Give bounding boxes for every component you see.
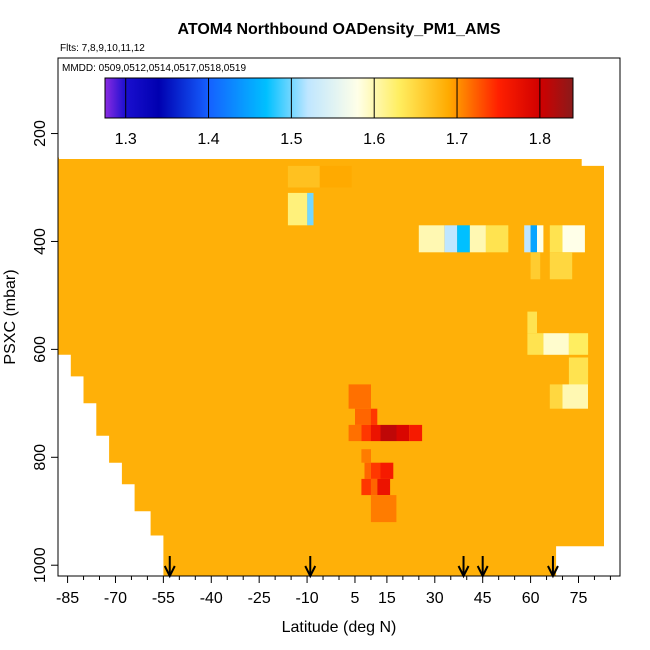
heatmap-cell: [370, 408, 378, 425]
heatmap-cell: [543, 333, 569, 355]
heatmap-cell: [361, 478, 371, 496]
heatmap-cell: [307, 192, 314, 226]
heatmap-cell: [568, 357, 589, 385]
x-tick-label: 60: [522, 590, 540, 607]
colorbar-tick-label: 1.8: [529, 131, 551, 148]
chart-title: ATOM4 Northbound OADensity_PM1_AMS: [178, 21, 501, 38]
heatmap-cell: [562, 225, 585, 253]
x-tick-label: -10: [296, 590, 319, 607]
x-axis-label: Latitude (deg N): [282, 619, 397, 636]
heatmap-cell: [562, 384, 588, 409]
heatmap-cell: [377, 478, 391, 496]
y-tick-label: 800: [32, 444, 49, 471]
heatmap-cell: [348, 424, 362, 442]
colorbar-ticks: 1.3 1.4 1.5 1.6 1.7 1.8: [115, 78, 551, 148]
colorbar-tick-label: 1.7: [446, 131, 468, 148]
heatmap-cell: [348, 384, 371, 409]
heatmap-cell: [418, 225, 445, 253]
colorbar-ramp: [104, 77, 574, 119]
heatmap-cell: [530, 225, 537, 253]
heatmap-cell: [355, 408, 371, 425]
heatmap-cell: [485, 225, 509, 253]
heatmap-cell: [364, 462, 371, 479]
x-tick-label: 15: [378, 590, 396, 607]
heatmap-cell: [537, 225, 544, 253]
flights-label: Flts: 7,8,9,10,11,12: [60, 43, 145, 54]
heatmap-cell: [549, 384, 563, 409]
y-axis-label: PSXC (mbar): [2, 269, 19, 364]
colorbar-tick-label: 1.4: [197, 131, 219, 148]
heatmap-cell: [530, 252, 541, 280]
y-tick-label: 600: [32, 336, 49, 363]
x-tick-label: -55: [152, 590, 175, 607]
x-tick-label: 5: [351, 590, 360, 607]
x-tick-label: -25: [248, 590, 271, 607]
heatmap-cell: [287, 192, 308, 226]
dates-label: MMDD: 0509,0512,0514,0517,0518,0519: [62, 63, 246, 74]
heatmap-cell: [380, 424, 397, 442]
heatmap-cell: [370, 462, 381, 479]
heatmap-cell: [361, 424, 371, 442]
y-tick-label: 1000: [32, 547, 49, 583]
colorbar: MMDD: 0509,0512,0514,0517,0518,0519 1.3 1…: [59, 59, 619, 159]
heatmap-cell: [319, 165, 352, 188]
colorbar-tick-label: 1.6: [363, 131, 385, 148]
colorbar-tick-label: 1.3: [115, 131, 137, 148]
heatmap-cell: [370, 478, 378, 496]
x-tick-label: 30: [426, 590, 444, 607]
heatmap-cell: [361, 449, 371, 463]
colorbar-tick-label: 1.5: [280, 131, 302, 148]
heatmap-layer: [58, 117, 604, 576]
heatmap-cell: [457, 225, 470, 253]
x-tick-label: -85: [56, 590, 79, 607]
heatmap-cell: [527, 333, 544, 355]
heatmap-cell: [380, 462, 394, 479]
x-tick-label: -40: [200, 590, 223, 607]
y-tick-label: 200: [32, 120, 49, 147]
heatmap-cell: [444, 225, 458, 253]
heatmap-cell: [527, 311, 537, 334]
heatmap-cell: [396, 424, 410, 442]
heatmap-cell: [370, 495, 397, 523]
heatmap-cell: [568, 333, 589, 355]
x-tick-label: 75: [570, 590, 588, 607]
y-tick-label: 400: [32, 228, 49, 255]
heatmap-cell: [287, 165, 320, 188]
heatmap-cell: [549, 252, 573, 280]
heatmap-cell: [370, 424, 381, 442]
heatmap-cell: [409, 424, 423, 442]
heatmap-cell: [469, 225, 486, 253]
x-tick-label: 45: [474, 590, 492, 607]
heatmap-cell: [524, 225, 531, 253]
y-axis: 200 400 600 800 1000: [32, 120, 58, 583]
x-tick-label: -70: [104, 590, 127, 607]
heatmap-cell: [549, 225, 563, 253]
x-axis: -85 -70 -55 -40 -25 -10 5 15 30 45 60 75: [56, 576, 611, 607]
